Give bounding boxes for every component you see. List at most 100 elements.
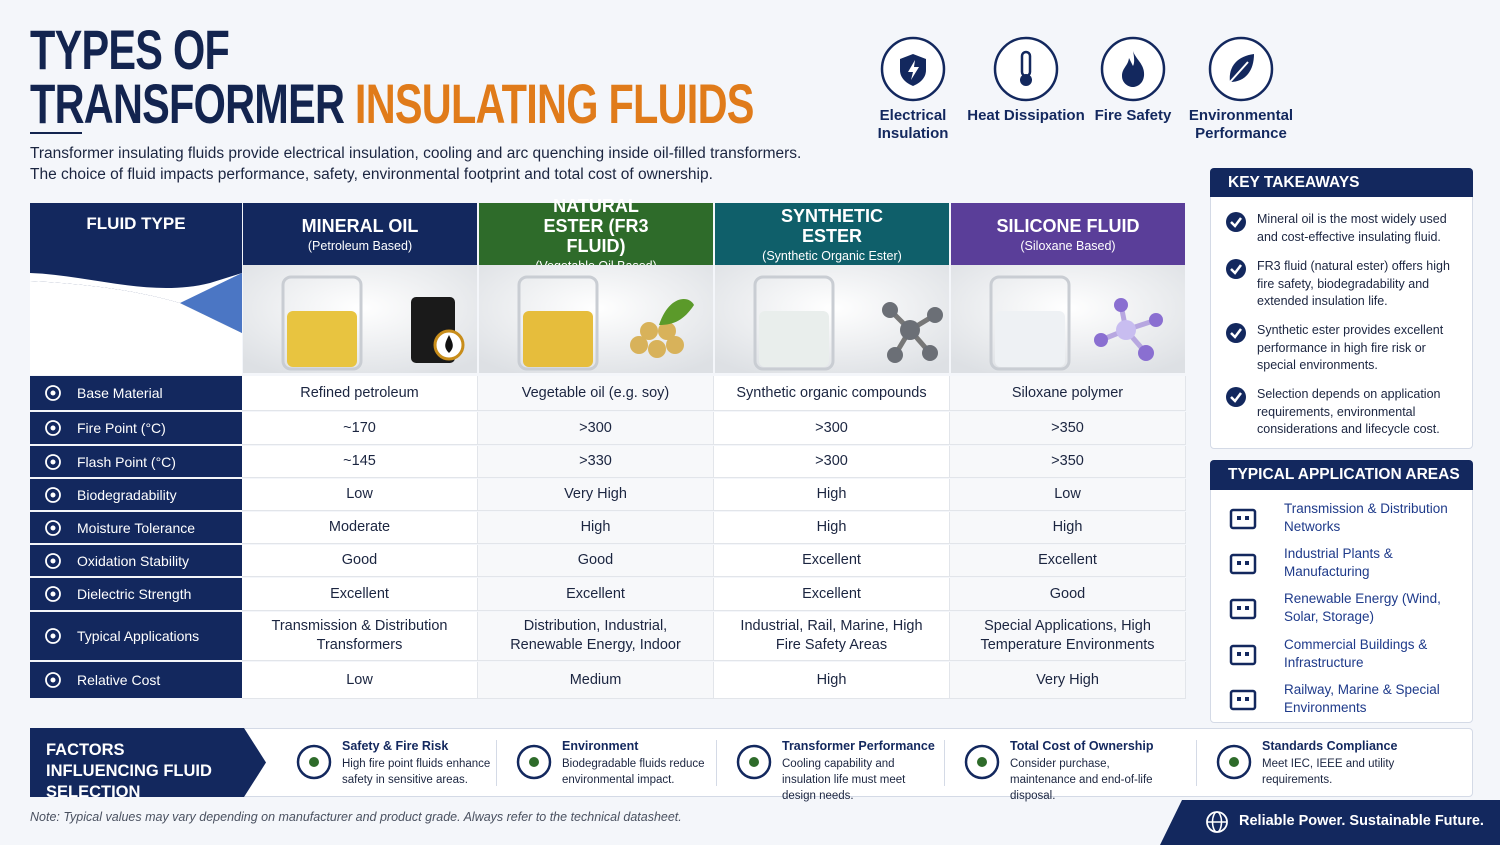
- row-label: Base Material: [77, 385, 163, 401]
- application-icon: [1229, 508, 1257, 530]
- table-cell: Low: [242, 662, 478, 699]
- feature-label: Electrical Insulation: [877, 107, 949, 142]
- factor-divider: [1196, 740, 1197, 786]
- table-cell: Synthetic organic compounds: [714, 376, 950, 411]
- takeaways-panel: [1210, 168, 1473, 449]
- table-cell: Very High: [950, 662, 1186, 699]
- row-label: Oxidation Stability: [77, 552, 190, 569]
- table-cell: Distribution, Industrial, Renewable Ener…: [478, 612, 714, 661]
- row-label: Typical Applications: [77, 628, 200, 644]
- factor-divider: [944, 740, 945, 786]
- table-cell: Excellent: [478, 578, 714, 611]
- title-rule: [30, 132, 82, 134]
- application-text: Commercial Buildings & Infrastructure: [1284, 637, 1428, 670]
- factor-text: Biodegradable fluids reduce environmenta…: [562, 758, 705, 786]
- row-icon: [45, 519, 61, 536]
- column-sub: (Siloxane Based): [1020, 238, 1116, 253]
- table-cell: >300: [478, 412, 714, 445]
- factor-title: Transformer Performance: [782, 739, 935, 753]
- column-header: SILICONE FLUID (Siloxane Based): [951, 203, 1185, 265]
- row-label-cell: Moisture Tolerance: [30, 512, 242, 543]
- table-cell: High: [714, 662, 950, 699]
- factor-text: High fire point fluids enhance safety in…: [342, 758, 491, 786]
- column-header: NATURAL ESTER (FR3 FLUID)(Vegetable Oil …: [479, 196, 713, 273]
- row-icon: [45, 385, 61, 401]
- feature-icon: [880, 36, 946, 102]
- fluid-image: [243, 265, 477, 373]
- application-text: Railway, Marine & Special Environments: [1284, 682, 1440, 715]
- factor-icon: [964, 744, 1000, 780]
- title-line-2: TRANSFORMER INSULATING FLUIDS: [30, 76, 754, 132]
- table-cell: High: [714, 512, 950, 544]
- row-label: Relative Cost: [77, 672, 161, 688]
- title-word: TRANSFORMER: [30, 72, 355, 135]
- factor-text: Cooling capability and insulation life m…: [782, 758, 906, 802]
- table-cell: >350: [950, 446, 1186, 478]
- table-cell: >350: [950, 412, 1186, 445]
- row-icon: [45, 628, 61, 644]
- title-highlight: INSULATING FLUIDS: [354, 72, 754, 135]
- table-cell: High: [714, 479, 950, 511]
- check-icon: [1226, 323, 1246, 343]
- table-cell: Vegetable oil (e.g. soy): [478, 376, 714, 411]
- takeaway-text: Selection depends on application require…: [1257, 387, 1441, 436]
- table-cell: Excellent: [242, 578, 478, 611]
- row-label-cell: Relative Cost: [30, 662, 242, 698]
- check-icon: [1226, 259, 1246, 279]
- row-label: Fire Point (°C): [77, 420, 166, 436]
- column-name: NATURAL ESTER (FR3 FLUID): [543, 195, 649, 256]
- column-name: MINERAL OIL: [301, 215, 419, 236]
- table-cell: Excellent: [950, 545, 1186, 577]
- table-cell: Low: [950, 479, 1186, 511]
- feature-label: Environmental Performance: [1188, 107, 1294, 142]
- table-cell: Low: [242, 479, 478, 511]
- column-sub: (Petroleum Based): [307, 238, 413, 253]
- row-label: Dielectric Strength: [77, 586, 192, 602]
- table-cell: High: [478, 512, 714, 544]
- column-header: MINERAL OIL (Petroleum Based): [243, 203, 477, 265]
- factor-title: Standards Compliance: [1262, 739, 1398, 753]
- row-icon: [45, 672, 61, 688]
- check-icon: [1226, 387, 1246, 407]
- table-cell: >330: [478, 446, 714, 478]
- factor-title: Total Cost of Ownership: [1010, 739, 1154, 753]
- table-cell: Very High: [478, 479, 714, 511]
- table-cell: Good: [242, 545, 478, 577]
- corner-label: FLUID TYPE: [86, 214, 186, 233]
- row-icon: [45, 552, 61, 569]
- table-cell: Excellent: [714, 545, 950, 577]
- row-icon: [45, 586, 61, 602]
- column-header: SYNTHETIC ESTER (Synthetic Organic Ester): [715, 203, 949, 265]
- column-name: SILICONE FLUID: [996, 215, 1140, 236]
- feature-icon: [1208, 36, 1274, 102]
- feature-label: Heat Dissipation: [967, 107, 1085, 124]
- takeaways-title: KEY TAKEAWAYS: [1210, 168, 1473, 197]
- note: Note: Typical values may vary depending …: [30, 810, 682, 824]
- footer-band: [1160, 800, 1500, 845]
- application-text: Renewable Energy (Wind, Solar, Storage): [1284, 591, 1441, 624]
- factor-title: Environment: [562, 739, 639, 753]
- feature-icon: [1100, 36, 1166, 102]
- factor-icon: [296, 744, 332, 780]
- table-cell: Excellent: [714, 578, 950, 611]
- factor-title: Safety & Fire Risk: [342, 739, 449, 753]
- application-text: Transmission & Distribution Networks: [1284, 501, 1448, 534]
- row-label-cell: Biodegradability: [30, 479, 242, 510]
- application-icon: [1229, 689, 1257, 711]
- table-cell: Transmission & Distribution Transformers: [242, 612, 478, 661]
- table-cell: Siloxane polymer: [950, 376, 1186, 411]
- row-label: Flash Point (°C): [77, 453, 176, 470]
- takeaway-text: Mineral oil is the most widely used and …: [1257, 212, 1447, 244]
- table-cell: Industrial, Rail, Marine, High Fire Safe…: [714, 612, 950, 661]
- feature-icon: [993, 36, 1059, 102]
- applications-title: TYPICAL APPLICATION AREAS: [1210, 460, 1473, 490]
- table-cell: >300: [714, 412, 950, 445]
- row-label: Biodegradability: [77, 486, 177, 503]
- table-cell: Moderate: [242, 512, 478, 544]
- row-label-cell: Dielectric Strength: [30, 578, 242, 610]
- row-icon: [45, 486, 61, 503]
- row-label-cell: Typical Applications: [30, 612, 242, 660]
- description: Transformer insulating fluids provide el…: [30, 145, 802, 183]
- tagline: Reliable Power. Sustainable Future.: [1239, 813, 1484, 829]
- table-cell: ~170: [242, 412, 478, 445]
